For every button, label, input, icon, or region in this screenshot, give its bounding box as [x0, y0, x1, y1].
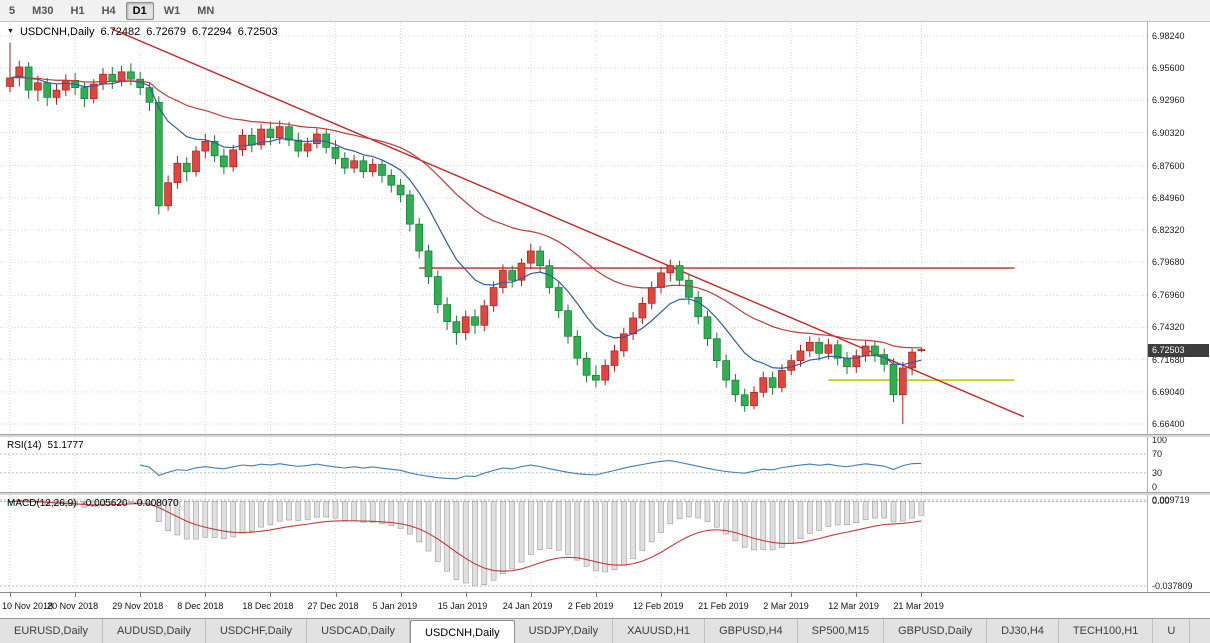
tab-u[interactable]: U [1153, 619, 1191, 643]
chart-tab-bar: EURUSD,Daily AUDUSD,Daily USDCHF,Daily USDC… [0, 618, 1210, 643]
price-axis-label: 6.90320 [1152, 127, 1185, 138]
tab-eurusd-daily[interactable]: EURUSD,Daily [0, 619, 103, 643]
date-tick-mark [856, 593, 858, 597]
chart-open-value: 6.72482 [100, 26, 141, 38]
date-tick-mark [400, 593, 402, 597]
current-price-tag: 6.72503 [1148, 343, 1209, 357]
chart-title: ▼ USDCNH,Daily 6.72482 6.72679 6.72294 6… [7, 26, 278, 38]
macd-signal-value: -0.008070 [133, 498, 179, 509]
period-button-m30[interactable]: M30 [32, 4, 54, 17]
date-axis-label: 2 Feb 2019 [567, 601, 614, 611]
chart-menu-icon[interactable]: ▼ [7, 28, 14, 35]
rsi-axis-label: 70 [1152, 449, 1163, 460]
period-button-h1[interactable]: H1 [70, 4, 85, 17]
price-axis-label: 6.66400 [1152, 419, 1185, 429]
macd-pane: MACD(12,26,9) -0.005620 -0.008070 0.0097… [0, 495, 1210, 592]
date-tick-mark [465, 593, 467, 597]
chart-close-value: 6.72503 [237, 26, 278, 38]
date-tick-mark [140, 593, 142, 597]
date-axis-label: 12 Feb 2019 [633, 601, 684, 611]
price-axis-label: 6.92960 [1152, 95, 1185, 106]
date-axis-label: 29 Nov 2018 [112, 601, 164, 611]
macd-axis-label: 0.00 [1152, 496, 1170, 507]
macd-axis-label: -0.037809 [1152, 581, 1193, 591]
period-button-h4[interactable]: H4 [101, 4, 116, 17]
macd-axis[interactable]: 0.009719 0.00 -0.037809 [1147, 495, 1210, 592]
chart-symbol-period: USDCNH,Daily [19, 26, 95, 38]
price-axis-label: 6.82320 [1152, 225, 1185, 235]
date-tick-mark [530, 593, 532, 597]
rsi-value: 51.1777 [47, 440, 84, 451]
tab-usdchf-daily[interactable]: USDCHF,Daily [206, 619, 308, 643]
price-axis-label: 6.87600 [1152, 160, 1185, 171]
tab-gbpusd-h4[interactable]: GBPUSD,H4 [705, 619, 798, 643]
date-axis-label: 18 Dec 2018 [242, 601, 294, 611]
price-axis-label: 6.84960 [1152, 192, 1185, 203]
tab-xauusd-h1[interactable]: XAUUSD,H1 [613, 619, 706, 643]
date-axis-label: 10 Nov 2018 [2, 601, 54, 611]
macd-label: MACD(12,26,9) -0.005620 -0.008070 [7, 498, 179, 509]
tab-usdcnh-daily[interactable]: USDCNH,Daily [410, 620, 515, 643]
price-axis-label: 6.74320 [1152, 322, 1185, 333]
date-axis-label: 2 Mar 2019 [763, 601, 809, 611]
price-axis-label: 6.98240 [1152, 31, 1185, 41]
tab-tech100-h1[interactable]: TECH100,H1 [1059, 619, 1154, 643]
rsi-name: RSI(14) [7, 440, 42, 451]
date-tick-mark [921, 593, 923, 597]
date-tick-mark [661, 593, 662, 597]
main-chart-pane: ▼ USDCNH,Daily 6.72482 6.72679 6.72294 6… [0, 22, 1210, 434]
rsi-axis-label: 100 [1152, 437, 1168, 445]
date-tick-mark [10, 593, 11, 597]
pane-divider[interactable] [0, 434, 1210, 437]
price-axis-label: 6.76960 [1152, 290, 1185, 301]
date-axis-label: 24 Jan 2019 [502, 601, 553, 611]
date-axis-label: 21 Feb 2019 [698, 601, 749, 611]
date-tick-mark [335, 593, 337, 597]
macd-main-value: -0.005620 [82, 498, 128, 509]
date-axis[interactable]: 10 Nov 2018 20 Nov 2018 29 Nov 2018 8 Dec 2… [0, 592, 1210, 618]
price-axis[interactable]: 6.98240 6.95600 6.92960 6.90320 6.87600 6.849… [1147, 22, 1210, 434]
rsi-axis[interactable]: 100 70 30 0 [1147, 437, 1210, 492]
tab-gbpusd-daily[interactable]: GBPUSD,Daily [884, 619, 988, 643]
tab-sp500-m15[interactable]: SP500,M15 [798, 619, 885, 643]
date-axis-label: 20 Nov 2018 [47, 601, 99, 611]
price-axis-label: 6.69040 [1152, 386, 1185, 397]
price-chart-canvas[interactable] [0, 22, 1148, 434]
date-tick-mark [595, 593, 597, 597]
rsi-axis-label: 0 [1152, 482, 1158, 492]
rsi-label: RSI(14) 51.1777 [7, 440, 84, 451]
rsi-chart-canvas[interactable] [0, 437, 1148, 492]
date-tick-mark [791, 593, 793, 597]
date-axis-label: 5 Jan 2019 [372, 601, 418, 611]
macd-name: MACD(12,26,9) [7, 498, 77, 509]
period-button-5[interactable]: 5 [9, 4, 16, 17]
tab-usdcad-daily[interactable]: USDCAD,Daily [307, 619, 411, 643]
chart-high-value: 6.72679 [146, 26, 187, 38]
date-tick-mark [270, 593, 272, 597]
macd-axis-label: 0.009719 [1152, 495, 1190, 505]
price-axis-label: 6.71680 [1152, 354, 1185, 365]
price-axis-label: 6.79680 [1152, 257, 1185, 268]
date-tick-mark [75, 593, 77, 597]
chart-low-value: 6.72294 [192, 26, 232, 38]
date-axis-label: 15 Jan 2019 [437, 601, 488, 611]
date-axis-label: 21 Mar 2019 [893, 601, 944, 611]
date-tick-mark [726, 593, 728, 597]
timeframe-toolbar: 5 M30 H1 H4 D1 W1 MN [0, 0, 1210, 22]
tab-dj30-h4[interactable]: DJ30,H4 [987, 619, 1059, 643]
rsi-axis-label: 30 [1152, 467, 1163, 478]
date-axis-label: 8 Dec 2018 [177, 601, 224, 611]
rsi-pane: RSI(14) 51.1777 100 70 30 0 [0, 437, 1210, 492]
date-axis-label: 27 Dec 2018 [307, 601, 359, 611]
pane-divider[interactable] [0, 492, 1210, 495]
period-button-d1[interactable]: D1 [125, 1, 154, 20]
period-button-w1[interactable]: W1 [163, 4, 181, 17]
date-tick-mark [205, 593, 207, 597]
tab-usdjpy-daily[interactable]: USDJPY,Daily [515, 619, 614, 643]
date-axis-label: 12 Mar 2019 [828, 601, 879, 611]
macd-chart-canvas[interactable] [0, 495, 1148, 592]
tab-audusd-daily[interactable]: AUDUSD,Daily [103, 619, 206, 643]
period-button-mn[interactable]: MN [197, 4, 215, 17]
price-axis-label: 6.95600 [1152, 63, 1185, 74]
